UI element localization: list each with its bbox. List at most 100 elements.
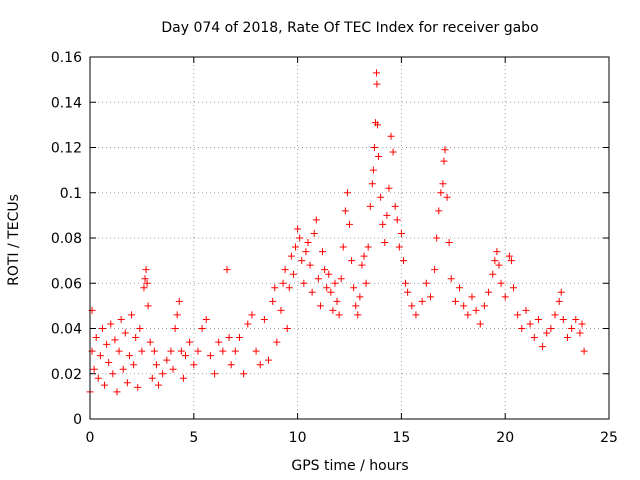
data-point <box>495 261 503 269</box>
data-point <box>321 266 329 274</box>
data-point <box>105 358 113 366</box>
data-point <box>329 306 337 314</box>
data-point <box>501 293 509 301</box>
data-point <box>431 266 439 274</box>
data-point <box>364 243 372 251</box>
data-point <box>358 261 366 269</box>
data-point <box>350 284 358 292</box>
data-point <box>215 338 223 346</box>
data-point <box>559 315 567 323</box>
data-point <box>387 132 395 140</box>
data-point <box>510 284 518 292</box>
data-point <box>518 325 526 332</box>
data-point <box>464 311 472 319</box>
data-point <box>366 202 374 210</box>
data-point <box>331 279 339 287</box>
data-point <box>294 225 302 233</box>
data-point <box>439 180 447 188</box>
data-point <box>289 270 297 278</box>
data-point <box>281 266 289 274</box>
data-point <box>143 279 151 287</box>
data-point <box>227 361 235 369</box>
data-point <box>422 279 430 287</box>
data-point <box>219 347 227 355</box>
data-point <box>440 157 448 165</box>
data-point <box>485 288 493 296</box>
data-point <box>169 365 177 373</box>
data-point <box>377 193 385 201</box>
x-tick-label: 5 <box>189 430 198 446</box>
data-point <box>177 347 185 355</box>
data-point <box>146 338 154 346</box>
data-point <box>109 370 117 378</box>
axis-ticks <box>89 56 610 420</box>
data-point <box>136 325 144 332</box>
data-point <box>514 311 522 319</box>
data-point <box>385 184 393 192</box>
data-point <box>491 257 499 265</box>
data-point <box>418 297 426 305</box>
data-point <box>335 311 343 319</box>
data-point <box>543 329 551 337</box>
data-point <box>310 229 318 237</box>
data-point <box>92 334 100 342</box>
data-point <box>277 306 285 314</box>
y-axis-label: ROTI / TECUs <box>6 194 22 286</box>
data-point <box>578 320 586 328</box>
data-point <box>298 257 306 265</box>
data-point <box>379 220 387 228</box>
data-point <box>393 216 401 224</box>
x-tick-labels: 0 5 10 15 20 25 <box>86 430 618 446</box>
y-tick-labels: 0 0.02 0.04 0.06 0.08 0.1 0.12 0.14 0.16 <box>51 50 82 428</box>
data-point <box>223 266 231 274</box>
data-point <box>144 302 152 310</box>
data-point <box>397 229 405 237</box>
data-point <box>138 347 146 355</box>
data-point <box>128 311 136 319</box>
data-point <box>140 284 148 292</box>
x-tick-label: 20 <box>496 430 514 446</box>
y-tick-label: 0.02 <box>51 367 82 383</box>
data-point <box>179 374 187 382</box>
data-point <box>211 370 219 378</box>
data-point <box>323 284 331 292</box>
data-point <box>476 320 484 328</box>
data-point <box>148 374 156 382</box>
data-point <box>225 334 233 342</box>
data-point <box>171 325 179 332</box>
data-point <box>173 311 181 319</box>
data-point <box>337 275 345 283</box>
data-point <box>296 234 304 242</box>
data-point <box>252 347 260 355</box>
data-point <box>107 320 115 328</box>
data-point <box>319 248 327 256</box>
data-point <box>346 220 353 228</box>
data-point <box>125 352 133 360</box>
data-point <box>348 257 356 265</box>
data-point <box>547 325 555 332</box>
y-tick-label: 0.14 <box>51 95 82 111</box>
data-point <box>152 361 160 369</box>
data-point <box>341 207 349 215</box>
data-point <box>159 370 167 378</box>
x-tick-label: 15 <box>392 430 410 446</box>
data-point <box>437 189 445 197</box>
data-point <box>121 329 129 337</box>
data-point <box>167 347 175 355</box>
data-point <box>354 311 362 319</box>
data-point <box>265 356 273 364</box>
x-axis-label: GPS time / hours <box>291 458 408 474</box>
data-point <box>103 340 111 348</box>
data-point <box>314 275 322 283</box>
data-point <box>163 356 171 364</box>
data-point <box>123 379 131 387</box>
data-point <box>198 325 206 332</box>
data-point <box>460 302 468 310</box>
data-point <box>316 302 324 310</box>
data-point <box>433 234 441 242</box>
data-point <box>493 248 501 256</box>
data-point <box>287 252 295 260</box>
x-tick-label: 25 <box>600 430 618 446</box>
data-point <box>206 352 214 360</box>
